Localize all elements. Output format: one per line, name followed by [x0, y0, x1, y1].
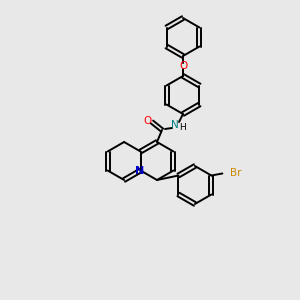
- Text: O: O: [179, 61, 187, 71]
- Text: N: N: [171, 120, 179, 130]
- Text: Br: Br: [230, 169, 242, 178]
- Text: O: O: [144, 116, 152, 126]
- Text: N: N: [135, 166, 144, 176]
- Text: H: H: [180, 124, 186, 133]
